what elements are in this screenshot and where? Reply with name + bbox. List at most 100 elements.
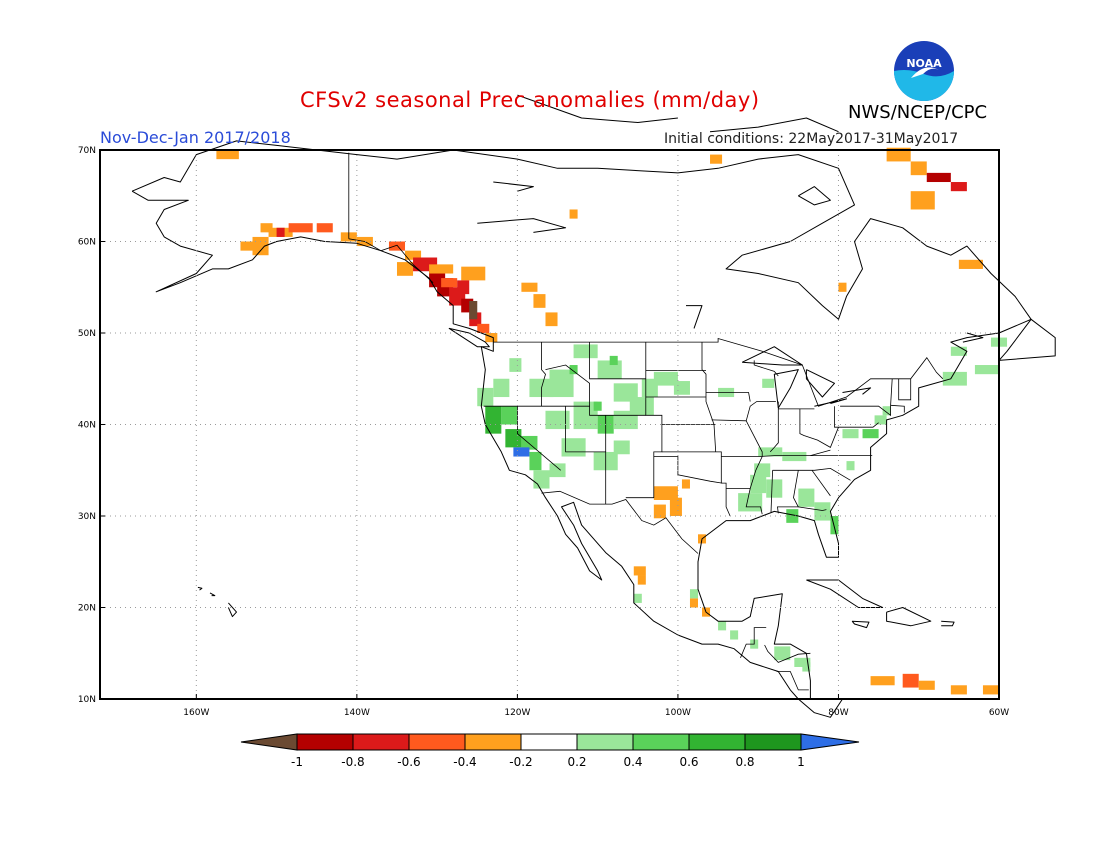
boundary-line xyxy=(776,671,809,691)
lat-label: 10N xyxy=(78,695,96,705)
anomaly-cell xyxy=(862,429,879,439)
initial-conditions: Initial conditions: 22May2017-31May2017 xyxy=(664,131,959,147)
coastline xyxy=(131,140,1032,699)
anomaly-cell xyxy=(545,312,558,327)
anomaly-cell xyxy=(485,406,502,434)
colorbar-label: 0.4 xyxy=(623,755,642,769)
anomaly-cell xyxy=(786,509,799,523)
lake-outline xyxy=(493,181,534,192)
colorbar-low-arrow xyxy=(240,733,298,751)
colorbar-segment xyxy=(688,733,746,751)
anomaly-cell xyxy=(950,346,967,356)
lat-label: 30N xyxy=(78,512,96,522)
boundary-line xyxy=(545,364,590,407)
anomaly-cell xyxy=(485,333,498,343)
anomaly-cell xyxy=(814,502,831,521)
logo-text: NOAA xyxy=(906,57,942,70)
colorbar-label: 0.8 xyxy=(735,755,754,769)
lake-outline xyxy=(805,369,835,398)
colorbar-segment xyxy=(520,733,578,751)
boundary-line xyxy=(589,342,646,380)
island-outline xyxy=(227,602,237,618)
anomaly-cell xyxy=(710,154,723,164)
anomaly-cell xyxy=(673,381,690,395)
anomaly-cell xyxy=(260,223,273,233)
anomaly-cell xyxy=(469,300,478,320)
island-outline xyxy=(709,117,839,133)
season-period: Nov-Dec-Jan 2017/2018 xyxy=(100,128,291,147)
anomaly-cell xyxy=(396,262,414,276)
boundary-line xyxy=(764,644,811,663)
anomaly-cell xyxy=(950,182,967,192)
boundary-line xyxy=(810,449,831,456)
lon-label: 60W xyxy=(989,708,1009,718)
boundary-line xyxy=(811,470,831,497)
anomaly-cell xyxy=(505,429,522,448)
anomaly-cell xyxy=(549,463,566,478)
colorbar-label: -0.4 xyxy=(453,755,476,769)
anomaly-cell xyxy=(754,463,771,478)
coastlines xyxy=(131,94,1056,718)
anomaly-cell xyxy=(802,662,811,672)
anomaly-cell xyxy=(982,685,999,695)
anomaly-cell xyxy=(910,161,927,176)
island-outline xyxy=(517,94,678,123)
anomaly-cell xyxy=(882,406,891,416)
anomaly-cell xyxy=(758,447,783,457)
boundary-line xyxy=(661,451,731,517)
island-outline xyxy=(197,586,203,591)
anomaly-cell xyxy=(798,488,815,507)
lat-label: 50N xyxy=(78,329,96,339)
anomaly-cell xyxy=(240,241,257,251)
anomaly-cell xyxy=(653,486,678,500)
colorbar-label: 1 xyxy=(797,755,805,769)
noaa-logo-icon: NOAA xyxy=(894,41,954,101)
anomaly-cell xyxy=(730,630,739,640)
island-outline xyxy=(798,186,831,206)
boundary-line xyxy=(898,378,912,401)
island-outline xyxy=(209,592,216,597)
island-outline xyxy=(851,620,870,629)
anomaly-cell xyxy=(774,646,791,661)
boundary-line xyxy=(653,456,723,484)
anomaly-cell xyxy=(513,447,530,457)
boundary-line xyxy=(890,404,905,413)
chart-title: CFSv2 seasonal Prec anomalies (mm/day) xyxy=(300,88,760,112)
island-outline xyxy=(962,332,984,343)
colorbar-label: 0.6 xyxy=(679,755,698,769)
anomaly-cell xyxy=(886,147,911,162)
colorbar-segment xyxy=(744,733,802,751)
boundary-line xyxy=(769,401,779,453)
lat-label: 40N xyxy=(78,421,96,431)
boundary-line xyxy=(834,406,879,428)
lon-label: 140W xyxy=(344,708,370,718)
anomaly-cell xyxy=(493,378,510,398)
anomaly-cell xyxy=(477,387,494,407)
anomaly-cell xyxy=(838,282,847,292)
colorbar-label: -0.2 xyxy=(509,755,532,769)
boundary-line xyxy=(772,467,851,481)
anomaly-cell xyxy=(316,223,333,233)
anomaly-cell xyxy=(593,401,602,411)
anomaly-cell xyxy=(429,264,454,274)
anomaly-cell xyxy=(405,250,422,260)
lake-outline xyxy=(686,305,703,329)
island-outline xyxy=(886,607,932,627)
anomaly-cell xyxy=(545,410,570,430)
anomaly-cell xyxy=(830,516,839,535)
anomaly-cells xyxy=(216,147,1008,695)
anomaly-cell xyxy=(216,150,239,160)
anomaly-cell xyxy=(569,365,578,375)
anomaly-cell xyxy=(750,474,767,494)
boundary-line xyxy=(711,401,776,422)
anomaly-cell xyxy=(461,266,486,281)
anomaly-cell xyxy=(561,438,586,457)
colorbar-segment xyxy=(576,733,634,751)
anomaly-cell xyxy=(950,685,967,695)
coastline xyxy=(448,327,490,348)
anomaly-cell xyxy=(509,358,522,372)
anomaly-cell xyxy=(637,575,646,585)
colorbar-label: -0.6 xyxy=(397,755,420,769)
anomaly-cell xyxy=(457,280,470,295)
